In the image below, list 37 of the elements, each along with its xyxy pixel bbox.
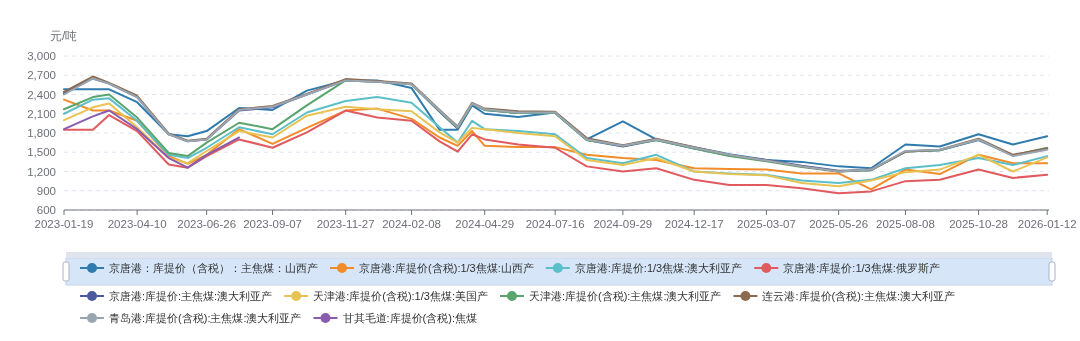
x-tick-label: 2026-01-12 xyxy=(1017,218,1077,230)
line-series xyxy=(63,109,241,169)
x-tick-label: 2024-09-29 xyxy=(593,218,653,230)
x-tick-label: 2023-01-19 xyxy=(34,218,94,230)
legend-label: 天津港:库提价(含税):1/3焦煤:美国产 xyxy=(313,290,488,302)
y-tick-label: 1,500 xyxy=(27,146,56,159)
legend-label: 甘其毛道:库提价(含税):焦煤 xyxy=(342,312,477,324)
x-tick-label: 2025-08-08 xyxy=(876,218,935,230)
x-tick-label: 2023-09-07 xyxy=(243,218,302,230)
y-tick-label: 1,200 xyxy=(27,165,56,178)
x-tick-label: 2025-10-28 xyxy=(949,218,1008,230)
legend-label: 青岛港:库提价(含税):主焦煤:澳大利亚产 xyxy=(109,312,302,324)
x-tick-label: 2024-04-29 xyxy=(455,218,515,230)
x-tick-label: 2023-04-10 xyxy=(107,218,167,230)
y-tick-label: 900 xyxy=(36,184,56,197)
y-tick-label: 2,400 xyxy=(27,88,56,101)
legend-label: 京唐港:库提价:1/3焦煤:澳大利亚产 xyxy=(574,262,743,274)
legend-label: 连云港:库提价(含税):主焦煤:澳大利亚产 xyxy=(762,290,955,302)
x-tick-label: 2024-02-08 xyxy=(382,218,442,230)
y-tick-label: 3,000 xyxy=(27,50,56,62)
x-tick-label: 2023-11-27 xyxy=(316,218,375,230)
legend-label: 京唐港:库提价:1/3焦煤:俄罗斯产 xyxy=(783,262,940,274)
x-tick-label: 2025-03-07 xyxy=(737,218,796,230)
x-tick-label: 2023-06-26 xyxy=(177,218,237,230)
x-tick-label: 2025-05-26 xyxy=(809,218,869,230)
y-tick-label: 2,700 xyxy=(27,69,56,82)
y-tick-label: 1,800 xyxy=(27,127,56,139)
x-tick-label: 2024-07-16 xyxy=(525,218,585,230)
line-series xyxy=(63,109,1049,195)
y-axis-title: 元/吨 xyxy=(50,29,78,43)
legend-label: 京唐港:库提价(含税):1/3焦煤:山西产 xyxy=(359,262,534,274)
x-tick-label: 2024-12-17 xyxy=(664,218,724,230)
legend-label: 京唐港:库提价:主焦煤:澳大利亚产 xyxy=(109,290,273,302)
legend-label: 天津港:库提价(含税):主焦煤:澳大利亚产 xyxy=(528,290,722,302)
y-tick-label: 600 xyxy=(36,204,56,216)
legend-label: 京唐港：库提价（含税）：主焦煤：山西产 xyxy=(109,262,318,274)
y-tick-label: 2,100 xyxy=(27,107,56,120)
